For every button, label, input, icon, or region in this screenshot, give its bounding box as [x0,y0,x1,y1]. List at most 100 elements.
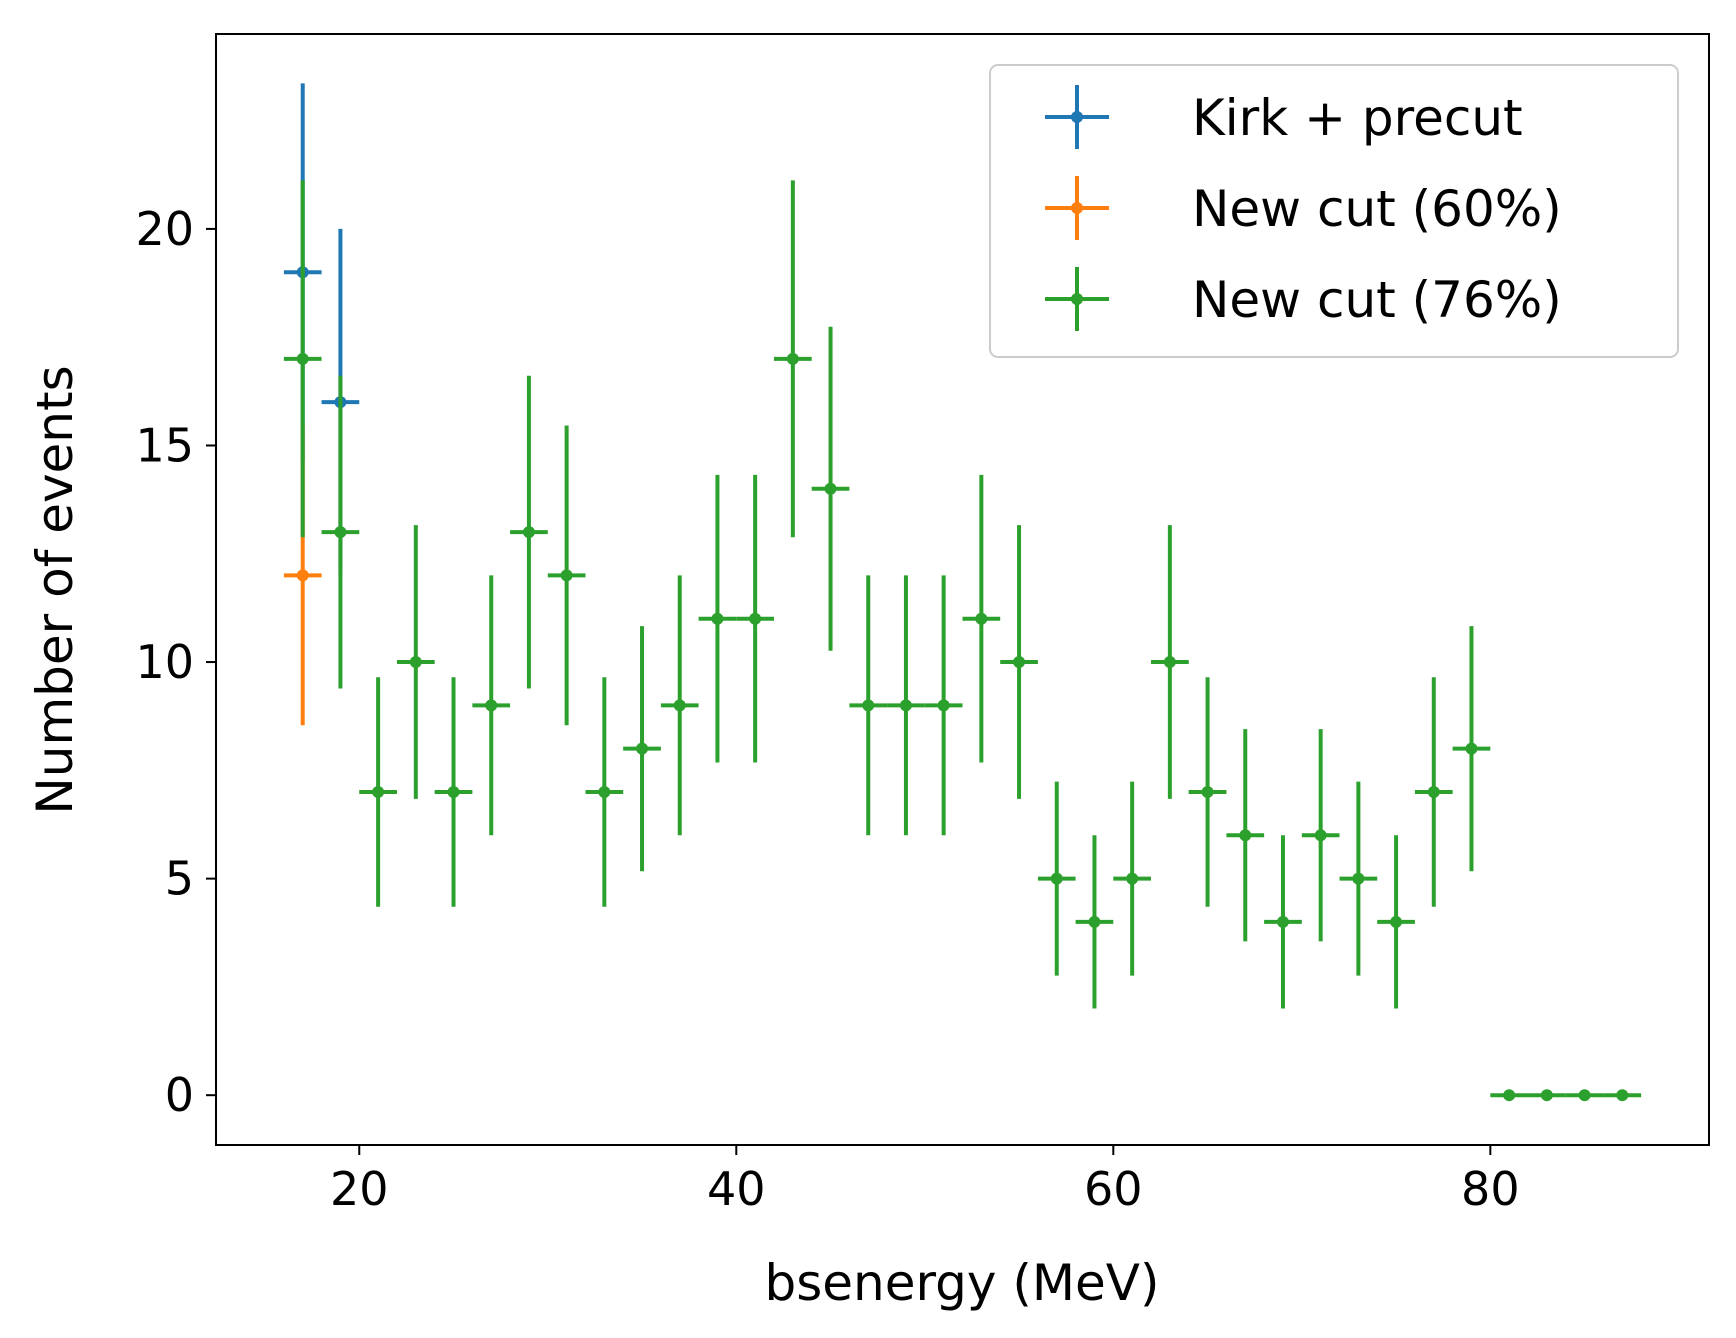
point-marker [1427,785,1440,798]
point-marker [334,526,347,539]
point-marker [786,352,799,365]
point-marker [975,612,988,625]
data-point [1490,1089,1529,1102]
point-marker [409,656,422,669]
point-marker [372,785,385,798]
data-point [434,677,473,907]
data-point [1113,781,1152,976]
data-point [396,525,435,799]
point-marker [711,612,724,625]
data-point [1037,781,1076,976]
data-point [1414,677,1453,907]
y-tick-label: 5 [165,852,194,906]
data-point [472,575,511,836]
data-point [283,180,322,538]
y-tick-label: 20 [135,202,194,256]
point-marker [1390,915,1403,928]
legend: Kirk + precut New cut (60%) New cut (76%) [989,64,1679,358]
point-marker [1050,872,1063,885]
data-point [1226,729,1265,942]
point-marker [1276,915,1289,928]
legend-item: Kirk + precut [1045,85,1523,149]
y-axis-ticks: 0 5 10 15 20 [135,202,216,1122]
point-marker [1578,1089,1591,1102]
point-marker [1540,1089,1553,1102]
data-point [1565,1089,1604,1102]
point-marker [824,482,837,495]
data-point [1075,835,1114,1009]
data-point [510,375,548,689]
data-marks [283,83,1642,1102]
point-marker [560,569,573,582]
point-marker [485,699,498,712]
point-marker [937,699,950,712]
x-tick-label: 80 [1461,1162,1520,1216]
data-point [321,375,360,689]
data-point [585,677,624,907]
data-point [773,180,812,538]
data-point [811,326,850,651]
data-point [887,575,925,836]
x-tick-label: 40 [707,1162,766,1216]
legend-swatch [1071,202,1083,214]
data-point [547,425,586,726]
point-marker [1163,656,1176,669]
point-marker [447,785,460,798]
y-tick-label: 0 [165,1068,194,1122]
series-3 [283,180,1642,1102]
data-point [736,474,774,763]
data-point [1339,781,1378,976]
point-marker [1314,829,1327,842]
data-point [1603,1089,1642,1102]
data-point [623,626,661,872]
point-marker [522,526,535,539]
data-point [1301,729,1340,942]
x-axis-label: bsenergy (MeV) [764,1254,1159,1312]
legend-label: New cut (60%) [1192,180,1562,238]
point-marker [296,569,309,582]
point-marker [749,612,762,625]
point-marker [1126,872,1139,885]
y-tick-label: 15 [135,418,194,472]
legend-item: New cut (60%) [1045,176,1562,240]
data-point [1377,835,1415,1009]
y-axis-label: Number of events [26,365,84,814]
data-point [924,575,963,836]
point-marker [1088,915,1101,928]
legend-swatch [1071,293,1083,305]
plot-frame [215,33,1710,1146]
point-marker [673,699,686,712]
point-marker [862,699,875,712]
data-point [962,474,1001,763]
point-marker [1013,656,1026,669]
data-point [359,677,397,907]
x-tick-label: 60 [1084,1162,1143,1216]
point-marker [1503,1089,1516,1102]
data-point [849,575,888,836]
legend-item: New cut (76%) [1045,267,1562,331]
legend-swatch [1071,111,1083,123]
point-marker [1352,872,1365,885]
data-point [1264,835,1302,1009]
data-point [1528,1089,1566,1102]
data-point [1000,525,1038,799]
point-marker [899,699,912,712]
legend-label: New cut (76%) [1192,271,1562,329]
point-marker [1616,1089,1629,1102]
legend-label: Kirk + precut [1192,89,1523,147]
legend-box [989,64,1679,358]
y-tick-label: 10 [135,635,194,689]
point-marker [598,785,611,798]
x-tick-label: 20 [330,1162,389,1216]
point-marker [1465,742,1478,755]
data-point [698,474,737,763]
point-marker [296,352,309,365]
x-axis-ticks: 20 40 60 80 [330,1145,1520,1216]
data-point [1452,626,1491,872]
point-marker [1239,829,1252,842]
data-point [1151,525,1189,799]
data-point [660,575,699,836]
point-marker [1201,785,1214,798]
point-marker [636,742,649,755]
